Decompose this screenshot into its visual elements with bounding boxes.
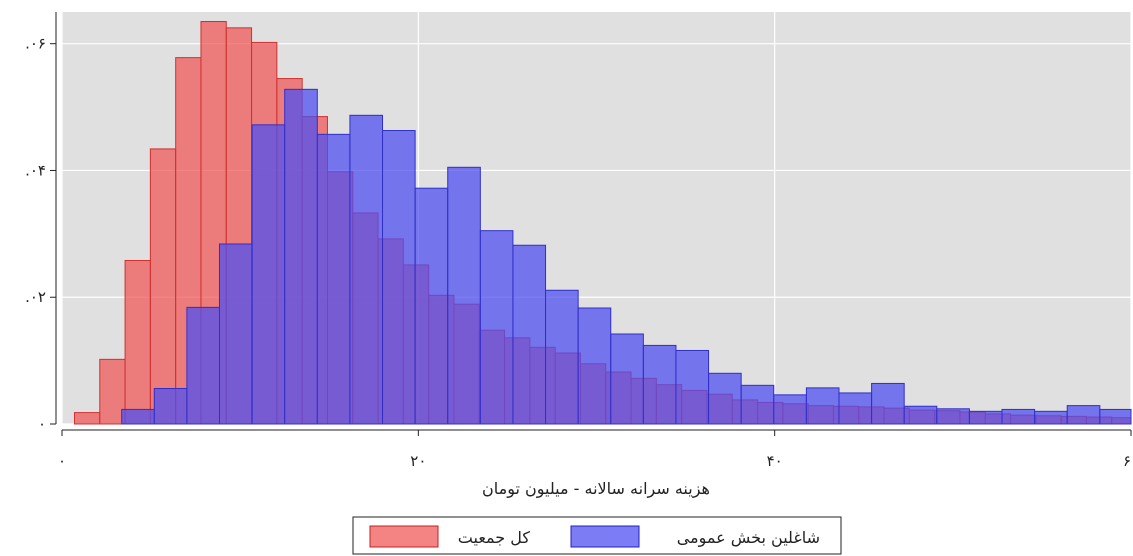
x-tick-label-0: ۰ (58, 452, 66, 470)
bar-series-1-25 (936, 408, 970, 425)
bar-series-1-13 (545, 289, 579, 425)
legend: شاغلین بخش عمومی کل جمعیت (352, 516, 842, 555)
bar-series-1-29 (1066, 405, 1101, 425)
bar-series-0-3 (149, 148, 177, 425)
bar-series-1-27 (1001, 408, 1036, 425)
legend-label-all-population: کل جمعیت (458, 528, 531, 547)
bar-series-1-4 (251, 124, 286, 425)
x-tick-label-1: ۲۰ (410, 452, 426, 470)
x-tick-label-3: ۶ (1123, 452, 1131, 470)
bar-series-0-0 (73, 412, 101, 425)
bar-series-1-10 (447, 166, 481, 425)
bar-series-1-23 (871, 382, 905, 425)
y-tick-label-3: .۰۶ (25, 35, 46, 53)
legend-swatch-public-employees (570, 525, 640, 548)
bar-series-1-21 (805, 387, 840, 425)
bar-series-1-9 (414, 187, 449, 425)
bar-series-1-8 (382, 130, 416, 425)
series-public-employees-bars (121, 88, 1132, 425)
bar-series-1-11 (479, 230, 514, 425)
bar-series-1-17 (675, 349, 710, 425)
bar-series-1-22 (838, 392, 873, 425)
bar-series-1-20 (773, 394, 807, 425)
x-tick-label-2: ۴۰ (767, 452, 783, 470)
bar-series-1-19 (740, 384, 775, 425)
bar-series-1-28 (1034, 410, 1068, 425)
bar-series-1-7 (349, 114, 384, 425)
bar-series-1-12 (512, 244, 547, 425)
bar-series-1-0 (121, 408, 155, 425)
y-tick-label-0: ۰ (38, 415, 46, 433)
bar-series-1-30 (1099, 408, 1132, 425)
y-tick-label-1: .۰۲ (25, 288, 46, 306)
y-tick-label-2: .۰۴ (25, 161, 46, 179)
bar-series-1-15 (610, 333, 644, 425)
bar-series-1-16 (642, 344, 677, 425)
x-axis-title: هزینه سرانه سالانه - میلیون تومان (482, 479, 710, 499)
bar-series-1-6 (316, 133, 351, 425)
legend-swatch-all-population (369, 525, 439, 548)
bar-series-1-18 (708, 372, 742, 425)
bar-series-1-24 (903, 405, 938, 425)
legend-label-public-employees: شاغلین بخش عمومی (677, 528, 820, 548)
bar-series-1-2 (186, 306, 220, 425)
bar-series-1-26 (968, 410, 1003, 425)
bar-series-1-5 (284, 88, 318, 425)
bar-series-1-1 (153, 388, 188, 425)
bar-series-0-2 (124, 259, 151, 425)
bar-series-1-14 (577, 307, 612, 425)
bar-series-1-3 (218, 243, 253, 425)
bar-series-0-1 (99, 358, 126, 425)
axes: ۰ ۲۰ ۴۰ ۶ ۰ .۰۲ .۰۴ .۰۶ (25, 12, 1132, 470)
